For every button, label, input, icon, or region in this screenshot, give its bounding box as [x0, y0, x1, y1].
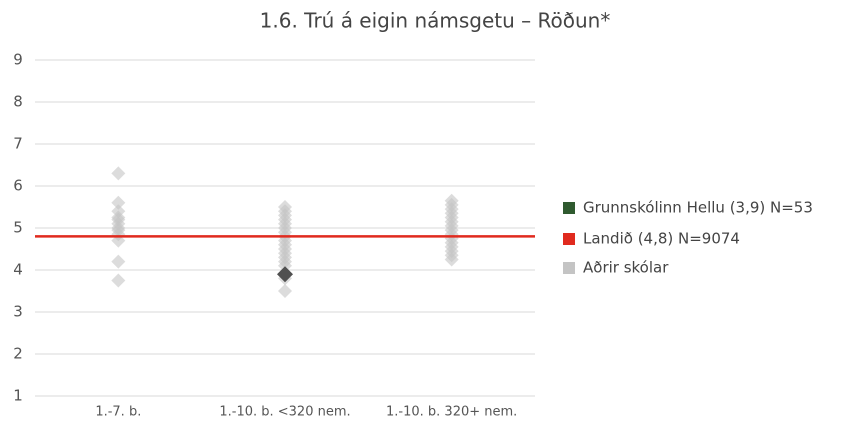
point: [111, 166, 126, 181]
y-tick-label: 5: [13, 219, 23, 237]
x-tick-label: 1.-7. b.: [95, 405, 141, 420]
point: [111, 254, 126, 269]
legend-swatch: [563, 233, 575, 245]
chart-title: 1.6. Trú á eigin námsgetu – Röðun*: [260, 9, 611, 33]
point: [278, 258, 292, 273]
y-tick-label: 2: [13, 345, 23, 363]
point: [444, 252, 459, 267]
legend-label: Grunnskólinn Hellu (3,9) N=53: [583, 199, 813, 217]
legend-swatch: [563, 202, 575, 214]
y-tick-label: 9: [13, 51, 23, 69]
x-tick-label: 1.-10. b. <320 nem.: [219, 405, 350, 420]
y-tick-label: 4: [13, 261, 23, 279]
y-tick-label: 7: [13, 135, 23, 153]
y-tick-label: 6: [13, 177, 23, 195]
legend-label: Aðrir skólar: [583, 259, 669, 277]
x-tick-label: 1.-10. b. 320+ nem.: [386, 405, 517, 420]
point: [111, 195, 126, 210]
legend-label: Landið (4,8) N=9074: [583, 230, 740, 248]
point: [278, 284, 292, 298]
y-tick-label: 1: [13, 387, 23, 405]
y-tick-label: 3: [13, 303, 23, 321]
y-tick-label: 8: [13, 93, 23, 111]
school-point: [277, 266, 293, 283]
point: [111, 273, 126, 288]
legend-swatch: [563, 262, 575, 274]
